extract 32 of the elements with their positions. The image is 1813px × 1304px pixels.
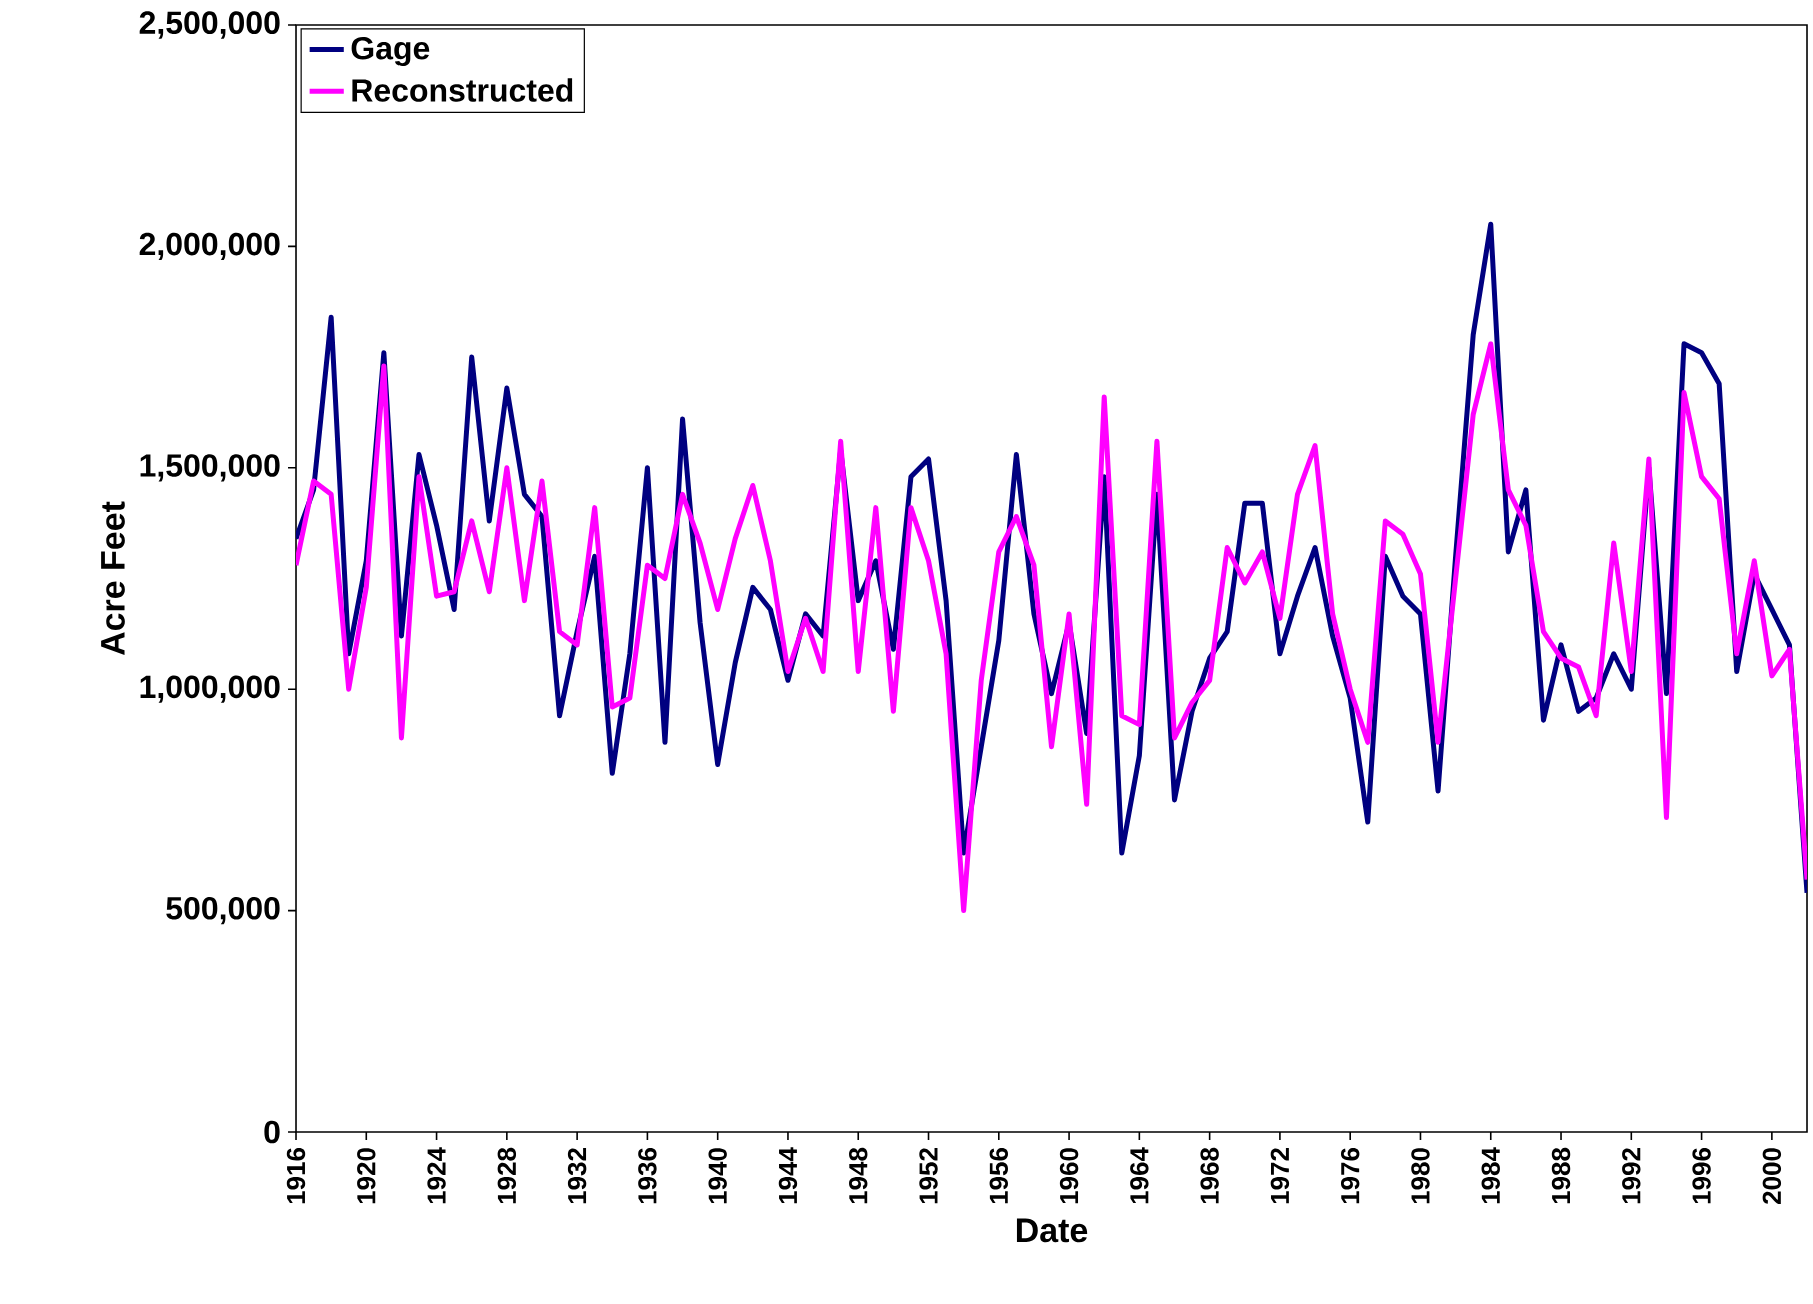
x-tick-label: 1972 xyxy=(1270,1148,1290,1204)
x-tick-label: 1940 xyxy=(708,1148,727,1204)
x-tick-label: 1988 xyxy=(1551,1147,1571,1204)
y-tick-label: 0 xyxy=(264,1120,280,1144)
x-axis-title: Date xyxy=(1016,1218,1088,1243)
x-tick-label: 1960 xyxy=(1059,1148,1079,1204)
y-tick-label: 2,000,000 xyxy=(139,232,280,261)
x-tick-label: 1948 xyxy=(849,1147,868,1204)
x-tick-label: 1956 xyxy=(989,1148,1008,1204)
y-tick-label: 500,000 xyxy=(166,896,280,925)
legend-label: Gage xyxy=(351,36,430,67)
x-tick-label: 1968 xyxy=(1200,1147,1219,1204)
y-tick-label: 2,500,000 xyxy=(139,11,280,39)
x-tick-label: 1916 xyxy=(286,1148,306,1204)
x-tick-label: 1944 xyxy=(778,1147,798,1204)
y-axis-title: Acre Feet xyxy=(101,501,125,656)
x-tick-label: 1936 xyxy=(638,1148,657,1204)
x-tick-label: 1976 xyxy=(1340,1148,1360,1204)
x-tick-label: 1964 xyxy=(1130,1147,1149,1204)
x-tick-label: 1932 xyxy=(567,1148,587,1204)
y-tick-label: 1,500,000 xyxy=(140,454,280,482)
legend-label: Reconstructed xyxy=(352,78,573,102)
x-tick-label: 1924 xyxy=(427,1147,446,1204)
x-tick-label: 1996 xyxy=(1692,1148,1711,1204)
x-tick-label: 1952 xyxy=(919,1148,938,1204)
x-tick-label: 2000 xyxy=(1762,1148,1782,1204)
y-tick-label: 1,000,000 xyxy=(140,675,280,703)
x-tick-label: 1928 xyxy=(497,1147,517,1204)
x-tick-label: 1980 xyxy=(1411,1148,1430,1204)
x-tick-label: 1920 xyxy=(357,1148,376,1204)
x-tick-label: 1992 xyxy=(1622,1148,1641,1204)
x-tick-label: 1984 xyxy=(1481,1147,1500,1204)
